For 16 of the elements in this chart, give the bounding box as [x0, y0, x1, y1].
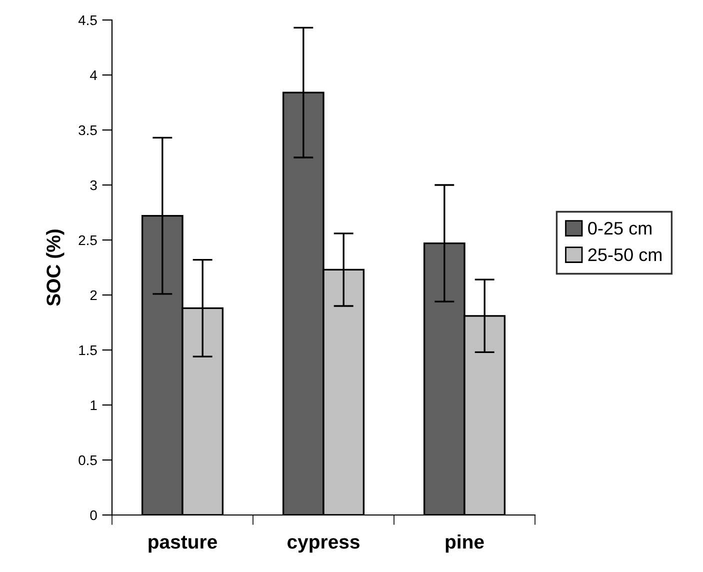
y-tick-label: 0: [90, 510, 97, 520]
legend-label: 0-25 cm: [588, 222, 652, 235]
y-tick-label: 3: [90, 180, 97, 190]
y-tick-label: 4.5: [78, 15, 97, 26]
y-tick-label: 1.5: [79, 345, 97, 356]
y-tick-label: 2: [90, 290, 97, 300]
x-tick-label: pasture: [148, 536, 217, 553]
x-tick-label: pine: [446, 534, 484, 553]
x-tick-label: cypress: [288, 538, 360, 553]
legend-label: 25-50 cm: [588, 248, 662, 262]
y-tick-label: 2.5: [78, 235, 97, 246]
y-tick-label: 4: [90, 70, 98, 80]
y-tick-label: 3.5: [78, 125, 97, 136]
y-tick-label: 0.5: [78, 455, 97, 466]
y-axis-title: SOC (%): [46, 230, 64, 306]
y-tick-label: 1: [90, 400, 97, 410]
